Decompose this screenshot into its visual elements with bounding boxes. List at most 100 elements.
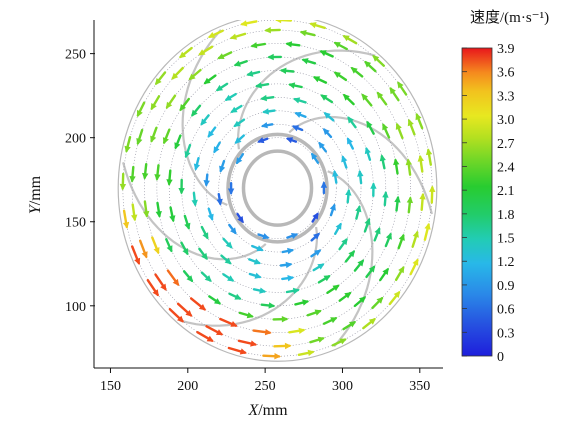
velocity-arrow — [184, 143, 192, 159]
velocity-arrow — [394, 266, 405, 282]
velocity-arrow — [191, 191, 198, 207]
velocity-arrow — [217, 51, 233, 60]
velocity-arrow — [222, 273, 235, 282]
velocity-arrow — [224, 92, 237, 101]
velocity-arrow — [179, 46, 193, 59]
colorbar-tick-label: 3.3 — [497, 89, 515, 104]
velocity-arrow — [131, 203, 138, 222]
velocity-arrow — [174, 134, 182, 150]
velocity-arrow — [262, 108, 276, 115]
velocity-arrow — [312, 76, 328, 84]
velocity-arrows — [119, 20, 436, 360]
velocity-arrow — [150, 126, 158, 143]
velocity-arrow — [281, 275, 295, 282]
streamline-ring — [218, 123, 337, 253]
velocity-arrow — [309, 336, 325, 344]
velocity-arrow — [233, 60, 248, 67]
velocity-arrow — [176, 302, 193, 317]
velocity-arrow — [365, 265, 376, 279]
plot-area: 150 200 250 300 350 100 150 200 250 — [65, 20, 443, 394]
streamline-ring — [181, 83, 374, 293]
velocity-arrow — [227, 181, 235, 195]
velocity-arrow — [371, 296, 384, 310]
velocity-arrow — [142, 162, 149, 180]
velocity-arrow — [257, 137, 269, 144]
velocity-arrow — [389, 87, 400, 102]
velocity-arrow — [357, 169, 364, 185]
streamline-ring — [206, 110, 349, 266]
velocity-arrow — [361, 93, 373, 107]
velocity-arrow — [310, 249, 322, 258]
velocity-arrow — [429, 185, 436, 204]
velocity-arrow — [200, 225, 209, 240]
x-tick-label: 200 — [177, 379, 198, 394]
velocity-arrow — [297, 349, 315, 356]
velocity-arrow — [207, 29, 224, 38]
velocity-arrow — [285, 41, 301, 48]
velocity-arrow — [407, 118, 416, 136]
velocity-arrow — [317, 275, 331, 284]
velocity-arrow — [318, 141, 327, 153]
velocity-arrow — [248, 272, 262, 279]
velocity-arrow — [338, 238, 348, 251]
x-axis-label: X/mm — [247, 402, 288, 419]
velocity-arrow — [189, 297, 206, 311]
velocity-arrow — [191, 104, 202, 117]
velocity-arrow — [312, 263, 325, 272]
velocity-arrow — [260, 94, 275, 102]
velocity-arrow — [342, 35, 358, 45]
velocity-arrow — [364, 60, 377, 73]
velocity-arrow — [203, 74, 217, 85]
velocity-arrow — [272, 316, 289, 323]
velocity-arrow — [323, 112, 335, 122]
velocity-arrow — [180, 241, 189, 256]
velocity-arrow — [250, 42, 266, 49]
velocity-arrow — [227, 346, 247, 355]
velocity-arrow — [347, 116, 357, 129]
velocity-arrow — [205, 325, 224, 336]
velocity-arrow — [235, 153, 245, 165]
velocity-arrow — [124, 135, 132, 153]
velocity-arrow — [388, 290, 401, 306]
velocity-arrow — [319, 50, 334, 58]
velocity-arrow — [397, 81, 408, 96]
velocity-arrow — [423, 222, 431, 241]
velocity-arrow — [397, 233, 405, 250]
velocity-arrow — [363, 217, 371, 233]
impeller-geometry — [117, 20, 438, 362]
velocity-arrow — [322, 317, 338, 325]
velocity-arrow — [415, 113, 424, 130]
velocity-arrow — [233, 118, 246, 128]
velocity-arrow — [220, 254, 232, 265]
velocity-arrow — [310, 232, 320, 242]
velocity-arrow — [306, 309, 322, 317]
velocity-arrow — [260, 122, 274, 129]
velocity-arrow — [394, 195, 401, 212]
velocity-arrow — [122, 209, 130, 229]
velocity-arrow — [331, 338, 347, 347]
velocity-arrow — [419, 192, 426, 212]
velocity-arrow — [119, 172, 127, 191]
blade-curve — [236, 49, 376, 150]
velocity-arrow — [333, 71, 348, 82]
velocity-arrow — [151, 236, 160, 255]
velocity-arrow — [203, 173, 210, 187]
x-tick-label: 300 — [332, 379, 353, 394]
hub-outer-ring — [226, 132, 329, 244]
y-tick-label: 250 — [65, 48, 86, 63]
colorbar-tick-label: 0.9 — [497, 279, 515, 294]
velocity-arrow — [395, 122, 404, 140]
colorbar-tick-label: 3.0 — [497, 113, 515, 128]
velocity-arrow — [273, 342, 292, 350]
velocity-arrow — [364, 146, 372, 161]
velocity-arrow — [169, 206, 176, 223]
velocity-arrow — [166, 169, 173, 186]
velocity-arrow — [406, 196, 413, 214]
velocity-arrow — [353, 296, 366, 308]
velocity-arrow — [279, 67, 295, 74]
colorbar-tick-label: 0.3 — [497, 326, 515, 341]
velocity-arrow — [136, 101, 146, 118]
colorbar-tick-label: 3.6 — [497, 66, 515, 81]
velocity-arrow — [333, 41, 348, 51]
